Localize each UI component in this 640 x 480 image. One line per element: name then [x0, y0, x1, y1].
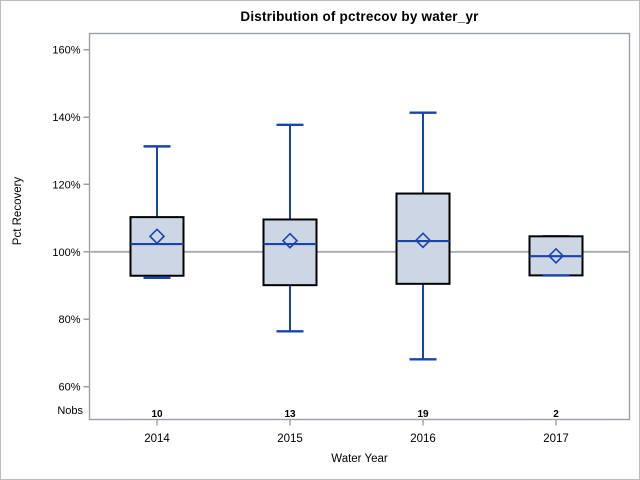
- iqr-box: [262, 218, 318, 287]
- box-2015: [262, 123, 318, 333]
- y-tick-label: 100%: [52, 247, 80, 259]
- box-2017: [528, 235, 584, 277]
- mean-diamond: [414, 232, 432, 249]
- nobs-value: 10: [151, 409, 163, 420]
- nobs-value: 19: [417, 409, 429, 420]
- x-axis: 2014 10 2015 13 2016 19 2017 2: [144, 409, 569, 445]
- mean-diamond: [148, 228, 166, 245]
- y-tick-label: 80%: [58, 314, 80, 326]
- x-axis-title: Water Year: [331, 453, 388, 465]
- iqr-box: [129, 216, 185, 277]
- x-tick-label: 2017: [543, 433, 569, 445]
- box-2016: [395, 111, 451, 361]
- nobs-value: 2: [553, 409, 559, 420]
- y-axis: 60% 80% 100% 120% 140% 160%: [52, 45, 90, 394]
- nobs-value: 13: [284, 409, 296, 420]
- y-tick-label: 140%: [52, 112, 80, 124]
- y-tick-label: 120%: [52, 179, 80, 191]
- mean-diamond: [281, 232, 299, 249]
- box-2014: [129, 145, 185, 279]
- chart-title: Distribution of pctrecov by water_yr: [240, 9, 479, 24]
- x-tick-label: 2015: [277, 433, 303, 445]
- y-tick-label: 60%: [58, 382, 80, 394]
- x-tick-label: 2014: [144, 433, 170, 445]
- y-tick-label: 160%: [52, 45, 80, 57]
- mean-diamond: [547, 247, 565, 264]
- nobs-row-label: Nobs: [57, 405, 83, 417]
- iqr-box: [395, 192, 451, 285]
- x-tick-label: 2016: [410, 433, 436, 445]
